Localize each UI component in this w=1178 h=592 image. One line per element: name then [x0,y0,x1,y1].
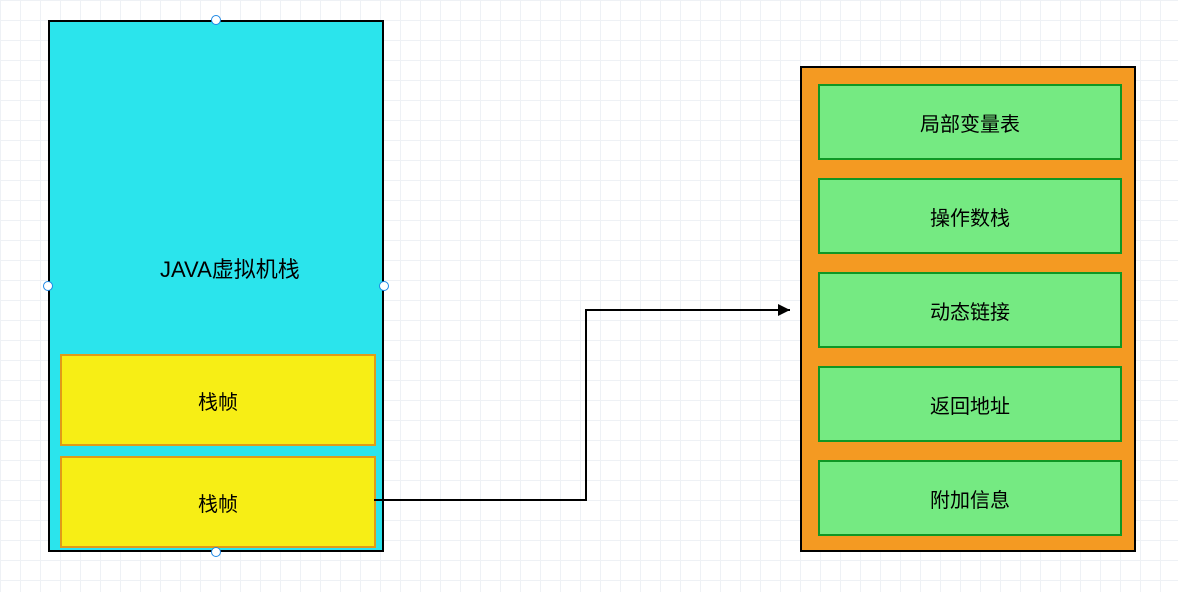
frame-detail-item[interactable]: 附加信息 [818,460,1122,536]
frame-detail-item-label: 局部变量表 [920,108,1020,137]
frame-detail-item[interactable]: 返回地址 [818,366,1122,442]
frame-detail-item-label: 返回地址 [930,390,1010,419]
frame-detail-item[interactable]: 操作数栈 [818,178,1122,254]
frame-detail-item-label: 动态链接 [930,296,1010,325]
selection-handle[interactable] [43,281,53,291]
diagram-canvas: JAVA虚拟机栈栈帧栈帧局部变量表操作数栈动态链接返回地址附加信息 [0,0,1178,592]
selection-handle[interactable] [379,281,389,291]
frame-detail-item[interactable]: 局部变量表 [818,84,1122,160]
stack-frame[interactable]: 栈帧 [60,456,376,548]
stack-frame-label: 栈帧 [198,386,238,415]
jvm-stack-container[interactable]: JAVA虚拟机栈栈帧栈帧 [48,20,384,552]
frame-detail-item-label: 操作数栈 [930,202,1010,231]
frame-detail-item[interactable]: 动态链接 [818,272,1122,348]
selection-handle[interactable] [211,547,221,557]
jvm-stack-title: JAVA虚拟机栈 [160,252,300,284]
selection-handle[interactable] [211,15,221,25]
frame-detail-item-label: 附加信息 [930,484,1010,513]
stack-frame[interactable]: 栈帧 [60,354,376,446]
frame-detail-container[interactable]: 局部变量表操作数栈动态链接返回地址附加信息 [800,66,1136,552]
stack-frame-label: 栈帧 [198,488,238,517]
